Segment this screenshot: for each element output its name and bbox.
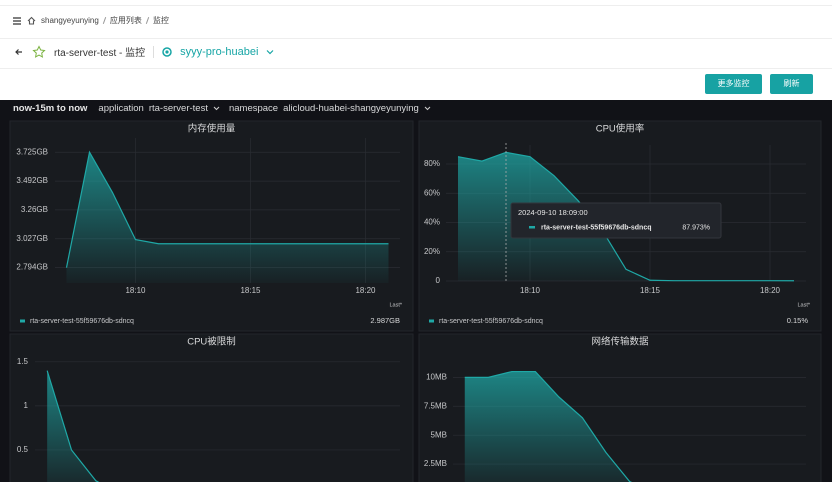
area-fill [464,371,631,482]
tooltip [510,202,722,239]
y-tick-label: 3.26GB [21,205,48,214]
y-tick-label: 60% [424,188,440,197]
chevron [213,106,220,111]
environment-selector[interactable]: syyy-pro-huabei [180,45,259,58]
y-tick-label: 3.492GB [16,176,48,185]
tooltip-series: rta-server-test-55f59676db-sdncq [541,224,652,231]
title-row: rta-server-test - 监控 syyy-pro-huabei [14,44,274,59]
time-range[interactable]: now-15m to now [13,103,88,114]
variable-value[interactable]: rta-server-test [148,103,208,114]
tooltip-value: 87.973% [682,224,710,231]
legend-value: 0.15% [787,316,809,325]
x-tick-label: 18:15 [240,286,261,295]
y-tick-label: 10MB [426,372,447,381]
env-icon [162,46,172,57]
breadcrumb-item[interactable]: 应用列表 [109,16,142,25]
y-tick-label: 0 [436,276,441,285]
legend-header: Last* [389,302,402,308]
series-line [464,370,633,482]
filter-bar: now-15m to now application rta-server-te… [13,103,431,114]
x-tick-label: 18:10 [520,286,541,295]
top-border [0,5,832,6]
y-tick-label: 40% [424,218,440,227]
x-tick-label: 18:10 [125,286,146,295]
chevron [266,49,274,54]
variable-name: application [98,103,144,114]
area-fill [458,152,794,281]
y-tick-label: 2.5MB [424,459,447,468]
y-tick-label: 7.5MB [424,401,447,410]
panel-title: CPU被限制 [187,336,236,348]
series-line [457,151,795,282]
x-tick-label: 18:15 [640,286,661,295]
legend-value: 2.987GB [370,316,400,325]
panel-title: 网络传输数据 [591,336,649,348]
breadcrumb-item[interactable]: shangyeyunying [41,16,99,25]
tooltip-time: 2024-09-10 18:09:00 [518,208,588,217]
panel-title: 内存使用量 [188,123,236,135]
home-icon[interactable] [27,16,36,25]
area-fill [47,370,99,482]
variable-value[interactable]: alicloud-huabei-shangyeyunying [283,103,419,114]
y-tick-label: 3.027GB [16,234,48,243]
x-tick-label: 18:20 [355,286,376,295]
series-line [65,150,389,268]
breadcrumb: shangyeyunying 应用列表 监控 [12,15,169,26]
y-tick-label: 1.5 [17,357,29,366]
tooltip-swatch [529,226,535,229]
legend-label: rta-server-test-55f59676db-sdncq [439,318,543,325]
divider [0,38,832,39]
divider [0,68,832,69]
area-fill [66,152,389,283]
variable-name: namespace [228,103,279,114]
star-icon[interactable] [32,44,46,59]
y-tick-label: 5MB [431,430,447,439]
legend-swatch [429,319,434,323]
y-tick-label: 2.794GB [16,263,48,272]
page-title: rta-server-test - 监控 [54,48,146,59]
x-tick-label: 18:20 [760,286,781,295]
y-tick-label: 20% [424,247,440,256]
divider [153,45,155,58]
y-tick-label: 80% [424,159,440,168]
menu-icon[interactable] [12,16,22,26]
breadcrumb-item: 监控 [152,16,169,25]
chevron [424,106,431,111]
legend-label: rta-server-test-55f59676db-sdncq [30,318,134,325]
back-icon[interactable] [14,47,24,57]
refresh-button[interactable]: 刷新 [770,74,813,94]
legend-swatch [20,319,25,323]
legend-header: Last* [797,302,810,308]
y-tick-label: 0.5 [17,445,29,454]
more-monitor-button[interactable]: 更多监控 [705,74,762,94]
y-tick-label: 3.725GB [16,147,48,156]
y-tick-label: 1 [24,401,29,410]
panel-title: CPU使用率 [596,123,645,135]
